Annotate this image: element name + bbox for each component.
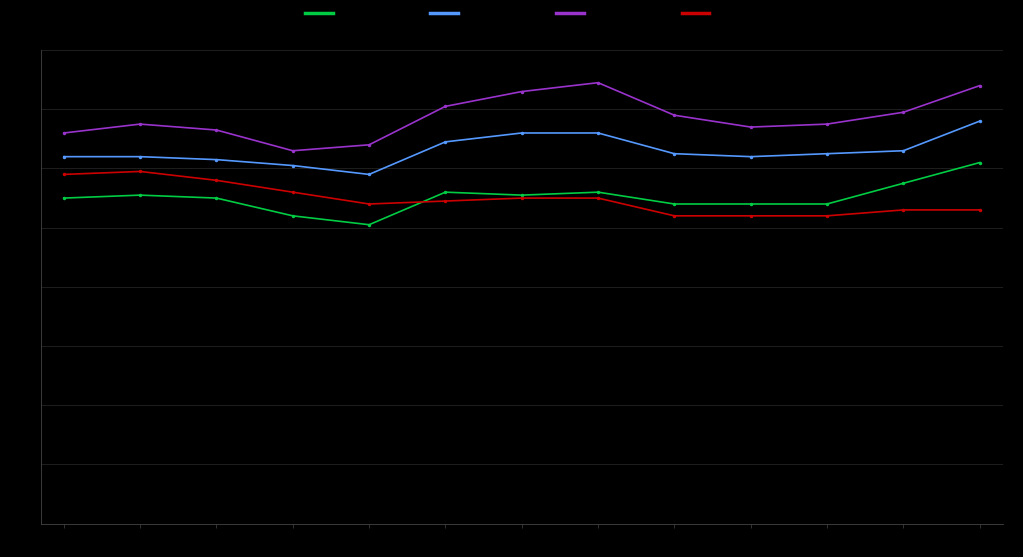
Legend: , , , : , , ,: [302, 6, 721, 22]
